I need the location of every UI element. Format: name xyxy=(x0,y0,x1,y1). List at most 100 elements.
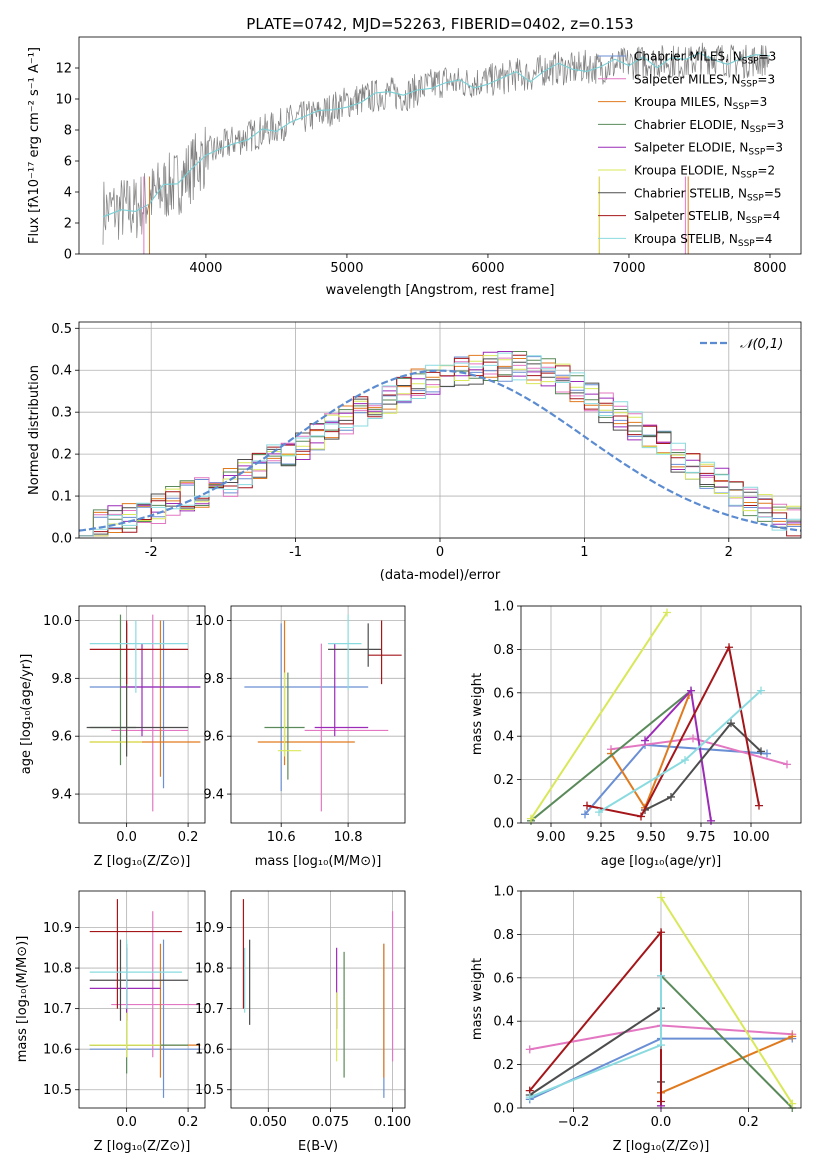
legend-entry: Chabrier ELODIE, NSSP=3 xyxy=(634,118,784,135)
spectrum-title: PLATE=0742, MJD=52263, FIBERID=0402, z=0… xyxy=(246,15,633,33)
weight-vs-z-point xyxy=(657,1097,665,1106)
weight-vs-z-ytick-label: 1.0 xyxy=(493,885,514,900)
weight-vs-age-series-line xyxy=(610,694,690,811)
weight-vs-z-point xyxy=(657,928,665,937)
residuals-xtick-label: -1 xyxy=(289,545,302,560)
mass-vs-ebv-ytick-label: 10.6 xyxy=(195,1043,224,1058)
weight-vs-z-point xyxy=(657,893,665,902)
weight-vs-z-point xyxy=(525,1045,534,1054)
legend-entry: Salpeter MILES, NSSP=3 xyxy=(634,72,775,89)
weight-vs-age-point xyxy=(727,719,735,728)
residuals-ytick-label: 0.2 xyxy=(51,448,72,463)
mass-vs-z-ylabel: mass [log₁₀(M/M⊙)] xyxy=(15,936,30,1063)
residuals-legend-label: 𝒩(0,1) xyxy=(740,337,783,352)
mass-vs-ebv-xtick-label: 0.075 xyxy=(312,1115,349,1130)
weight-vs-z-point xyxy=(525,1093,534,1102)
weight-vs-z-ytick-label: 0.6 xyxy=(493,971,514,986)
weight-vs-age-series-line xyxy=(530,689,692,822)
residuals-frame xyxy=(78,321,802,539)
spectrum-xtick-label: 7000 xyxy=(612,261,645,276)
weight-vs-age-point xyxy=(687,686,695,695)
weight-vs-age-frame xyxy=(520,605,802,824)
weight-vs-age-point xyxy=(757,747,765,756)
weight-vs-z-ylabel: mass weight xyxy=(470,958,485,1040)
spectrum-xtick-label: 6000 xyxy=(471,261,504,276)
spectrum-xtick-label: 4000 xyxy=(189,261,222,276)
spectrum-model-line xyxy=(102,52,771,218)
weight-vs-age-xtick-label: 9.00 xyxy=(537,830,566,845)
spectrum-xtick-label: 5000 xyxy=(330,261,363,276)
mass-vs-ebv-xlabel: E(B-V) xyxy=(298,1139,338,1154)
mass-vs-ebv-frame xyxy=(230,890,406,1109)
mass-vs-ebv-ytick-label: 10.9 xyxy=(195,921,224,936)
weight-vs-z-point xyxy=(788,1099,797,1108)
residuals-ytick-label: 0.5 xyxy=(51,322,72,337)
residuals-ytick-label: 0.4 xyxy=(51,364,72,379)
weight-vs-z-ytick-label: 0.4 xyxy=(493,1015,514,1030)
age-vs-z-frame xyxy=(78,605,206,824)
weight-vs-z-point xyxy=(657,1041,665,1050)
weight-vs-z-series-line xyxy=(660,1035,793,1094)
weight-vs-z-ytick-label: 0.0 xyxy=(493,1102,514,1117)
age-vs-z-xtick-label: 0.0 xyxy=(116,830,137,845)
age-vs-mass-xtick-label: 10.6 xyxy=(267,830,296,845)
weight-vs-z-ytick-label: 0.2 xyxy=(493,1058,514,1073)
weight-vs-age-point xyxy=(527,814,535,823)
spectrum-legend: Chabrier MILES, NSSP=3 Salpeter MILES, NS… xyxy=(598,50,784,249)
weight-vs-age-series-line xyxy=(586,644,760,818)
age-vs-z-ylabel: age [log₁₀(age/yr)] xyxy=(19,654,34,775)
age-vs-mass-ytick-label: 9.6 xyxy=(203,730,224,745)
weight-vs-age-xtick-label: 9.75 xyxy=(687,830,716,845)
spectrum-xtick-label: 8000 xyxy=(753,261,786,276)
weight-vs-z-ytick-label: 0.8 xyxy=(493,928,514,943)
age-vs-z-ytick-label: 10.0 xyxy=(43,614,72,629)
mass-vs-ebv-ytick-label: 10.5 xyxy=(195,1083,224,1098)
spectrum-xlabel: wavelength [Angstrom, rest frame] xyxy=(326,283,555,298)
spectrum-ytick-label: 10 xyxy=(55,93,72,108)
residuals-axes: -2 -1 0 1 2 0.0 0.1 0.2 0.3 0.4 0.5 xyxy=(51,322,801,560)
weight-vs-age-xtick-label: 9.50 xyxy=(637,830,666,845)
mass-vs-ebv-axes: 0.050 0.075 0.100 10.5 10.6 10.7 10.8 10.9 xyxy=(195,891,411,1130)
weight-vs-age-point xyxy=(581,810,589,819)
weight-vs-z-series-line xyxy=(660,896,794,1105)
legend-entry: Kroupa MILES, NSSP=3 xyxy=(634,95,767,112)
age-vs-z-axes: 0.0 0.2 9.4 9.6 9.8 10.0 xyxy=(43,606,205,845)
weight-vs-age-point xyxy=(707,816,715,825)
weight-vs-z-xlabel: Z [log₁₀(Z/Z⊙)] xyxy=(613,1139,710,1154)
weight-vs-z-series-line xyxy=(529,929,662,1102)
legend-entry: Kroupa ELODIE, NSSP=2 xyxy=(634,164,775,181)
mass-vs-z-ytick-label: 10.9 xyxy=(43,921,72,936)
spectrum-ylabel: Flux [fλ10⁻¹⁷ erg cm⁻² s⁻¹ A⁻¹] xyxy=(27,47,42,244)
spectrum-ytick-label: 0 xyxy=(64,248,72,263)
age-vs-z-xlabel: Z [log₁₀(Z/Z⊙)] xyxy=(94,854,191,869)
age-vs-mass-xtick-label: 10.8 xyxy=(334,830,363,845)
histogram-steps xyxy=(79,352,801,537)
mass-vs-z-frame xyxy=(78,890,206,1109)
age-vs-mass-ytick-label: 10.0 xyxy=(195,614,224,629)
residuals-xtick-label: 0 xyxy=(436,545,444,560)
mass-vs-ebv-xtick-label: 0.050 xyxy=(250,1115,287,1130)
residuals-xtick-label: 2 xyxy=(725,545,733,560)
spectrum-ytick-label: 12 xyxy=(55,62,72,77)
weight-vs-age-point xyxy=(763,749,771,758)
weight-vs-z-frame xyxy=(520,890,802,1109)
weight-vs-age-ytick-label: 0.6 xyxy=(493,686,514,701)
weight-vs-age-xtick-label: 9.25 xyxy=(587,830,616,845)
weight-vs-z-point xyxy=(788,1032,797,1041)
weight-vs-z-series-line xyxy=(529,975,662,1099)
mass-vs-z-ytick-label: 10.5 xyxy=(43,1083,72,1098)
weight-vs-age-ytick-label: 0.0 xyxy=(493,817,514,832)
age-vs-mass-ytick-label: 9.4 xyxy=(203,788,224,803)
weight-vs-age-xtick-label: 10.00 xyxy=(732,830,769,845)
legend-entry: Kroupa STELIB, NSSP=4 xyxy=(634,232,772,249)
histogram-steps xyxy=(79,354,801,537)
spectrum-ytick-label: 6 xyxy=(64,155,72,170)
gaussian-curve xyxy=(78,369,802,532)
weight-vs-z-xtick-label: 0.2 xyxy=(738,1115,759,1130)
weight-vs-age-point xyxy=(595,808,603,817)
residuals-ylabel: Normed distribution xyxy=(27,365,42,495)
weight-vs-age-ytick-label: 0.8 xyxy=(493,643,514,658)
residuals-ytick-label: 0.3 xyxy=(51,406,72,421)
mass-vs-z-ytick-label: 10.6 xyxy=(43,1043,72,1058)
spectrum-axes: 4000 5000 6000 7000 8000 0 2 4 6 8 10 12 xyxy=(55,62,786,277)
